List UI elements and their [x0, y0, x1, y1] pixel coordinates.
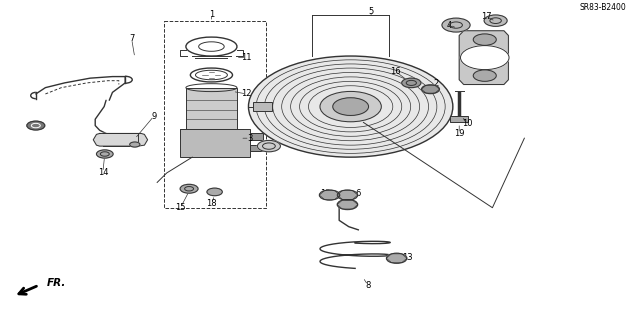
- Text: 19: 19: [454, 129, 465, 138]
- Polygon shape: [93, 133, 148, 146]
- Text: 12: 12: [241, 89, 252, 99]
- Bar: [451, 116, 468, 122]
- Text: 3: 3: [247, 134, 252, 143]
- Text: 18: 18: [206, 199, 217, 208]
- Text: 16: 16: [390, 67, 401, 76]
- Circle shape: [97, 150, 113, 158]
- Circle shape: [333, 98, 369, 115]
- Polygon shape: [460, 31, 508, 85]
- Text: 13: 13: [320, 189, 330, 198]
- Text: 11: 11: [241, 53, 252, 62]
- Circle shape: [442, 18, 470, 32]
- Circle shape: [319, 190, 340, 200]
- Text: 13: 13: [344, 199, 354, 208]
- Text: 13: 13: [31, 121, 41, 130]
- Circle shape: [320, 92, 381, 122]
- Bar: [250, 145, 262, 151]
- Circle shape: [473, 70, 496, 81]
- Text: 7: 7: [129, 34, 134, 43]
- Circle shape: [130, 142, 140, 147]
- Circle shape: [180, 184, 198, 193]
- Circle shape: [461, 46, 509, 70]
- Text: 14: 14: [98, 168, 108, 177]
- Circle shape: [402, 78, 421, 88]
- Text: 15: 15: [175, 203, 186, 211]
- Text: 8: 8: [365, 281, 371, 290]
- Bar: [186, 88, 237, 129]
- Text: SR83-B2400: SR83-B2400: [580, 3, 627, 12]
- Text: FR.: FR.: [47, 278, 66, 288]
- Circle shape: [422, 85, 440, 94]
- Circle shape: [337, 199, 358, 210]
- Circle shape: [484, 15, 507, 26]
- Bar: [250, 133, 262, 140]
- Text: 1: 1: [209, 10, 214, 19]
- Circle shape: [387, 253, 407, 263]
- Text: 2: 2: [434, 79, 439, 88]
- Text: 5: 5: [369, 7, 374, 16]
- Text: 6: 6: [356, 189, 361, 198]
- Bar: [164, 21, 266, 208]
- Text: 4: 4: [447, 21, 452, 30]
- Text: 10: 10: [461, 120, 472, 129]
- Text: 13: 13: [402, 253, 413, 262]
- Circle shape: [337, 190, 358, 200]
- Circle shape: [473, 34, 496, 45]
- Bar: [253, 102, 272, 111]
- Bar: [179, 129, 250, 157]
- Circle shape: [257, 140, 280, 152]
- Circle shape: [248, 56, 453, 157]
- Circle shape: [207, 188, 222, 196]
- Circle shape: [27, 121, 45, 130]
- Text: 17: 17: [481, 12, 492, 21]
- Text: 9: 9: [151, 112, 157, 121]
- Bar: [179, 129, 243, 138]
